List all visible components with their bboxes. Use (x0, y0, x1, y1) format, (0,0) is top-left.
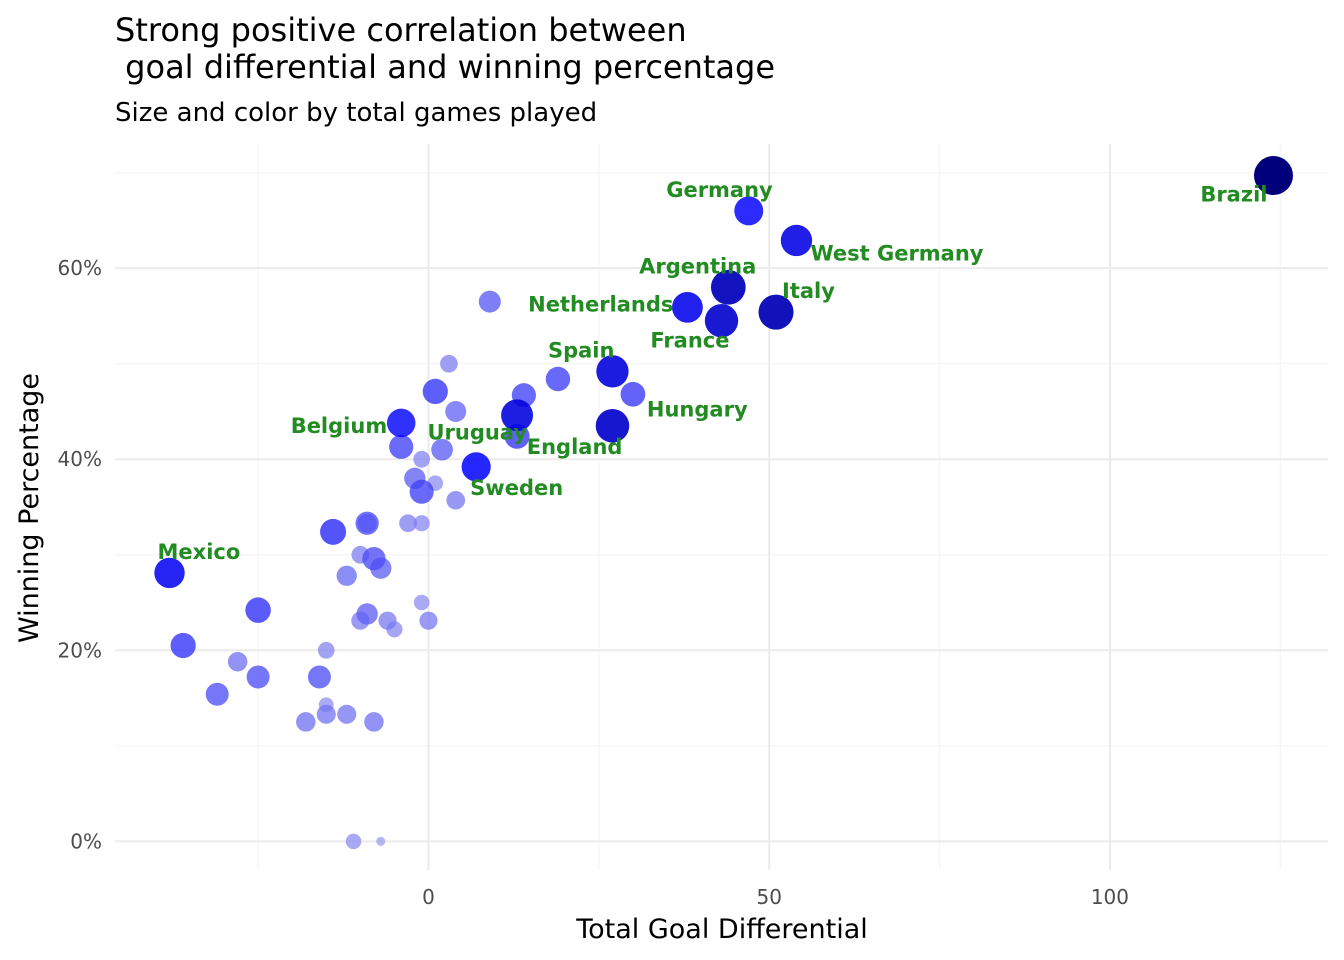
data-point (170, 632, 196, 659)
data-point (710, 269, 746, 305)
data-point (413, 594, 430, 611)
country-label: Argentina (639, 254, 756, 278)
data-point (780, 224, 813, 257)
data-point (337, 704, 357, 724)
data-point (478, 290, 501, 313)
data-point (431, 438, 453, 461)
data-point (316, 704, 336, 724)
data-point (545, 366, 571, 392)
data-point (596, 355, 629, 388)
country-label: Germany (666, 178, 773, 202)
country-label: Uruguay (427, 420, 527, 444)
data-point (504, 423, 530, 449)
data-point (1253, 156, 1293, 196)
x-tick-label: 100 (1091, 885, 1129, 909)
country-label: France (650, 329, 729, 353)
data-point (595, 409, 630, 443)
y-tick-label: 60% (58, 256, 102, 280)
data-point (320, 518, 347, 545)
data-point (296, 712, 316, 732)
data-point (440, 354, 458, 373)
country-label: Hungary (647, 397, 748, 421)
data-point (355, 511, 379, 535)
data-points (154, 156, 1293, 850)
data-point (245, 597, 271, 623)
chart-title-line-1: Strong positive correlation between (115, 11, 687, 49)
country-label: West Germany (810, 241, 983, 265)
data-point (378, 611, 397, 630)
y-tick-label: 40% (58, 447, 102, 471)
data-point (376, 836, 386, 846)
data-point (704, 304, 739, 338)
country-labels: Brazil Germany West Germany Argentina Italy N… (158, 178, 1268, 564)
country-label: Spain (548, 338, 614, 362)
data-point (620, 381, 646, 407)
y-tick-label: 20% (58, 638, 102, 662)
data-point (422, 378, 448, 405)
country-label: Netherlands (528, 292, 673, 316)
data-point (307, 665, 331, 689)
data-point (386, 408, 416, 438)
data-point (734, 196, 764, 226)
data-point (445, 400, 467, 422)
x-tick-label: 50 (756, 885, 781, 909)
country-label: Belgium (291, 414, 388, 438)
axis-ticks: 0 50 100 0% 20% 40% 60% (58, 256, 1129, 909)
data-point (356, 603, 378, 625)
data-point (413, 450, 431, 468)
data-point (317, 641, 335, 659)
data-point (345, 833, 362, 850)
chart-title-line-2: goal differential and winning percentage (115, 48, 775, 86)
x-tick-label: 0 (422, 885, 435, 909)
country-label: Italy (782, 279, 835, 303)
grid (115, 144, 1328, 870)
data-point (413, 515, 430, 532)
country-label: Mexico (158, 540, 241, 564)
country-label: Sweden (470, 476, 563, 500)
data-point (364, 712, 384, 732)
data-point (336, 565, 357, 586)
data-point (409, 479, 434, 504)
y-tick-label: 0% (70, 829, 102, 853)
data-point (154, 557, 185, 589)
data-point (446, 490, 466, 510)
data-point (389, 434, 414, 459)
chart-subtitle: Size and color by total games played (115, 98, 597, 128)
data-point (672, 291, 703, 323)
data-point (461, 452, 491, 482)
data-point (501, 399, 534, 432)
x-axis-title: Total Goal Differential (575, 914, 868, 945)
country-label: Brazil (1200, 183, 1267, 207)
country-label: England (527, 435, 623, 459)
data-point (246, 665, 270, 689)
data-point (758, 294, 794, 330)
data-point (227, 651, 248, 672)
data-point (205, 682, 229, 706)
data-point (362, 546, 386, 571)
data-point (419, 611, 438, 630)
data-point (399, 514, 417, 533)
y-axis-title: Winning Percentage (14, 373, 45, 643)
